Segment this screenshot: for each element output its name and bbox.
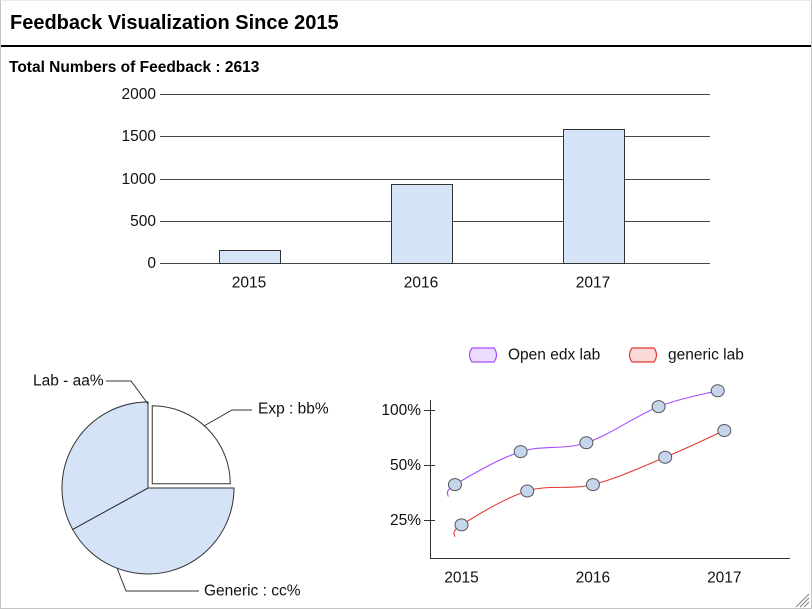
data-point-generic-lab bbox=[520, 484, 535, 498]
data-point-open-edx-lab bbox=[579, 436, 594, 450]
pie-label-generic: Generic : cc% bbox=[204, 583, 301, 600]
data-point-generic-lab bbox=[658, 450, 673, 464]
y-tick-label: 1500 bbox=[122, 128, 157, 145]
y-tick-label: 2000 bbox=[122, 86, 157, 103]
data-point-open-edx-lab bbox=[447, 478, 462, 492]
y-tick-label: 100% bbox=[381, 402, 421, 419]
pie-slice-exp bbox=[151, 405, 231, 485]
bar-2017 bbox=[563, 129, 625, 264]
y-tick-label: 0 bbox=[147, 255, 156, 272]
resize-grip-line[interactable] bbox=[799, 597, 810, 608]
line-legend: Open edx lab generic lab bbox=[468, 347, 744, 364]
legend-swatch-open-edx-lab bbox=[468, 347, 498, 363]
x-tick-label: 2016 bbox=[404, 275, 438, 292]
pie-slice-lab bbox=[61, 401, 149, 531]
feedback-total: Total Numbers of Feedback : 2613 bbox=[9, 59, 259, 77]
resize-grip-icon[interactable] bbox=[795, 593, 810, 608]
x-tick-label: 2015 bbox=[232, 275, 266, 292]
y-tick-label: 50% bbox=[390, 457, 421, 474]
legend-label-generic-lab: generic lab bbox=[668, 347, 744, 364]
legend-label-open-edx-lab: Open edx lab bbox=[508, 347, 600, 364]
bar-chart: 0 500 1000 1500 2000 2015 2016 2017 bbox=[122, 86, 710, 292]
legend-swatch-generic-lab bbox=[628, 347, 658, 363]
x-tick-label: 2017 bbox=[707, 570, 741, 587]
x-tick-label: 2015 bbox=[444, 570, 478, 587]
data-point-open-edx-lab bbox=[710, 384, 725, 398]
feedback-total-count: 2613 bbox=[224, 59, 260, 76]
y-tick-label: 25% bbox=[390, 512, 421, 529]
feedback-total-label: Total Numbers of Feedback : bbox=[9, 59, 221, 76]
pie-leader-exp bbox=[203, 409, 252, 427]
title-divider bbox=[1, 45, 811, 47]
pie-label-exp: Exp : bb% bbox=[258, 401, 329, 418]
page-title: Feedback Visualization Since 2015 bbox=[10, 12, 339, 34]
pie-label-lab: Lab - aa% bbox=[33, 373, 104, 390]
data-point-open-edx-lab bbox=[651, 400, 666, 414]
bar-2016 bbox=[391, 184, 453, 264]
line-chart: Open edx lab generic lab 100% 50% 25% 2015 20… bbox=[381, 347, 790, 587]
pie-slices bbox=[61, 401, 235, 575]
pie-chart: Lab - aa% Exp : bb% Generic : cc% bbox=[33, 373, 329, 600]
x-tick-label: 2017 bbox=[576, 275, 610, 292]
x-tick-label: 2016 bbox=[576, 570, 610, 587]
data-point-open-edx-lab bbox=[513, 445, 528, 459]
y-tick-label: 1000 bbox=[122, 171, 157, 188]
resize-grip-line[interactable] bbox=[803, 601, 810, 608]
data-point-generic-lab bbox=[454, 518, 469, 532]
bar-2015 bbox=[219, 250, 281, 264]
y-tick-label: 500 bbox=[130, 213, 156, 230]
resize-grip-line[interactable] bbox=[795, 593, 810, 608]
pie-leader-lab bbox=[106, 380, 149, 405]
pie-slice-generic bbox=[71, 487, 235, 575]
data-point-generic-lab bbox=[717, 424, 732, 438]
data-point-generic-lab bbox=[585, 478, 600, 492]
pie-leader-generic bbox=[116, 567, 199, 592]
